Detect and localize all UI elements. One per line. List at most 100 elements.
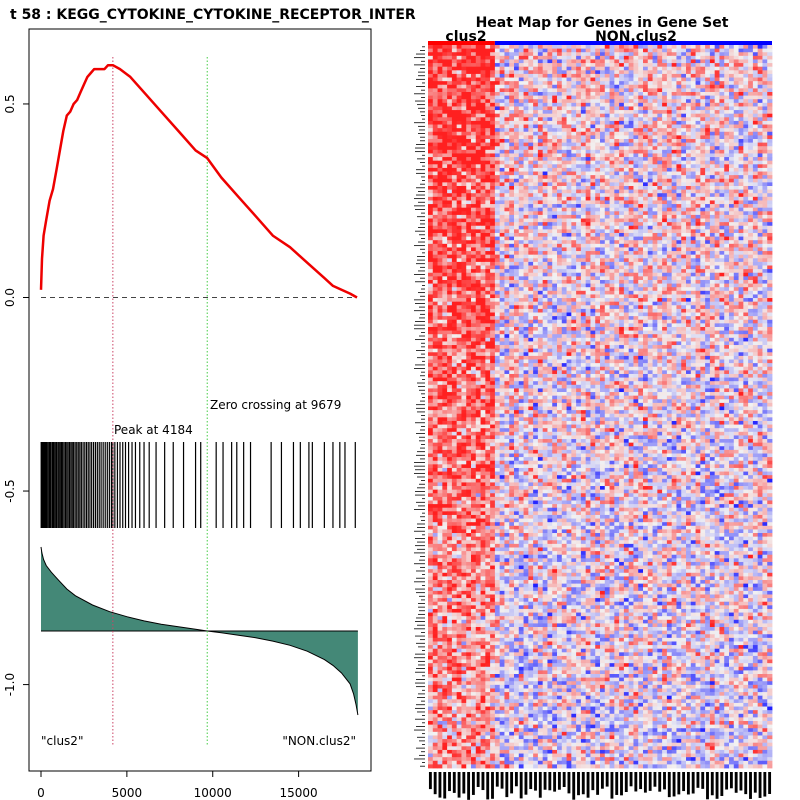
heatmap-cell (724, 157, 730, 162)
heatmap-cell (662, 131, 668, 136)
heatmap-cell (657, 196, 663, 201)
heatmap-cell (442, 185, 448, 191)
heatmap-cell (499, 110, 505, 115)
heatmap-cell (547, 48, 553, 53)
heatmap-cell (585, 171, 591, 176)
heatmap-cell (595, 106, 601, 111)
heatmap-cell (657, 171, 663, 176)
heatmap-cell (542, 272, 548, 277)
heatmap-cell (518, 236, 524, 241)
heatmap-cell (705, 182, 711, 187)
heatmap-cell (638, 128, 644, 133)
heatmap-cell (738, 196, 744, 201)
heatmap-cell (604, 193, 610, 198)
heatmap-cell (566, 185, 572, 191)
heatmap-cell (590, 70, 596, 75)
heatmap-cell (499, 175, 505, 180)
heatmap-cell (628, 283, 634, 288)
heatmap-cell (666, 138, 673, 144)
heatmap-cell (638, 178, 644, 183)
heatmap-cell (485, 236, 491, 241)
heatmap-cell (719, 164, 725, 169)
heatmap-cell (633, 236, 639, 241)
heatmap-cell (700, 99, 706, 104)
heatmap-cell (638, 95, 644, 100)
heatmap-cell (490, 265, 496, 270)
heatmap-cell (762, 117, 768, 122)
heatmap-cell (724, 178, 730, 183)
heatmap-cell (480, 153, 486, 158)
heatmap-cell (461, 110, 467, 115)
heatmap-cell (471, 146, 477, 151)
heatmap-cell (662, 254, 668, 259)
heatmap-cell (504, 265, 510, 270)
heatmap-cell (638, 236, 644, 241)
heatmap-cell (461, 167, 467, 172)
heatmap-cell (490, 222, 496, 227)
heatmap-cell (738, 171, 744, 176)
heatmap-cell (557, 146, 563, 151)
heatmap-cell (686, 225, 692, 230)
heatmap-cell (499, 258, 505, 263)
heatmap-cell (657, 55, 663, 60)
heatmap-cell (528, 272, 534, 277)
heatmap-cell (485, 189, 491, 194)
heatmap-cell (705, 222, 711, 227)
heatmap-cell (533, 124, 539, 129)
heatmap-cell (752, 102, 759, 107)
heatmap-cell (523, 178, 529, 183)
heatmap-cell (499, 55, 505, 60)
heatmap-cell (461, 73, 467, 78)
heatmap-cell (609, 251, 615, 256)
heatmap-cell (623, 131, 630, 136)
heatmap-cell (604, 204, 610, 209)
heatmap-cell (671, 189, 677, 194)
heatmap-cell (609, 73, 615, 78)
heatmap-cell (523, 279, 529, 284)
heatmap-cell (724, 66, 730, 71)
heatmap-cell (676, 70, 682, 75)
heatmap-cell (585, 106, 591, 111)
heatmap-cell (542, 240, 548, 245)
heatmap-cell (695, 124, 701, 129)
heatmap-cell (762, 102, 768, 107)
heatmap-cell (494, 146, 501, 151)
heatmap-cell (514, 92, 520, 97)
x-tick-label: 5000 (112, 786, 143, 800)
heatmap-cell (666, 182, 673, 187)
heatmap-cell (547, 189, 553, 194)
heatmap-cell (461, 225, 467, 230)
heatmap-cell (738, 229, 744, 234)
heatmap-cell (552, 142, 558, 147)
heatmap-cell (471, 193, 477, 198)
heatmap-cell (504, 102, 510, 107)
heatmap-cell (561, 247, 567, 252)
heatmap-cell (447, 77, 453, 82)
heatmap-cell (461, 164, 467, 169)
heatmap-cell (552, 207, 558, 212)
heatmap-cell (762, 120, 768, 125)
heatmap-cell (585, 102, 591, 107)
heatmap-cell (590, 131, 596, 136)
heatmap-cell (676, 189, 682, 194)
heatmap-cell (576, 171, 582, 176)
heatmap-cell (724, 193, 730, 198)
heatmap-cell (609, 55, 615, 60)
heatmap-cell (647, 251, 653, 256)
heatmap-cell (652, 88, 658, 93)
heatmap-cell (461, 254, 467, 259)
heatmap-cell (561, 52, 567, 57)
heatmap-cell (576, 214, 582, 219)
heatmap-cell (652, 204, 658, 209)
heatmap-cell (767, 175, 773, 180)
heatmap-cell (619, 258, 625, 263)
heatmap-cell (428, 120, 434, 125)
heatmap-cell (566, 120, 572, 125)
heatmap-cell (762, 269, 768, 274)
heatmap-cell (480, 276, 486, 281)
heatmap-cell (533, 200, 539, 205)
heatmap-cell (733, 167, 739, 172)
heatmap-cell (571, 214, 577, 219)
heatmap-cell (767, 70, 773, 75)
heatmap-cell (571, 120, 577, 125)
